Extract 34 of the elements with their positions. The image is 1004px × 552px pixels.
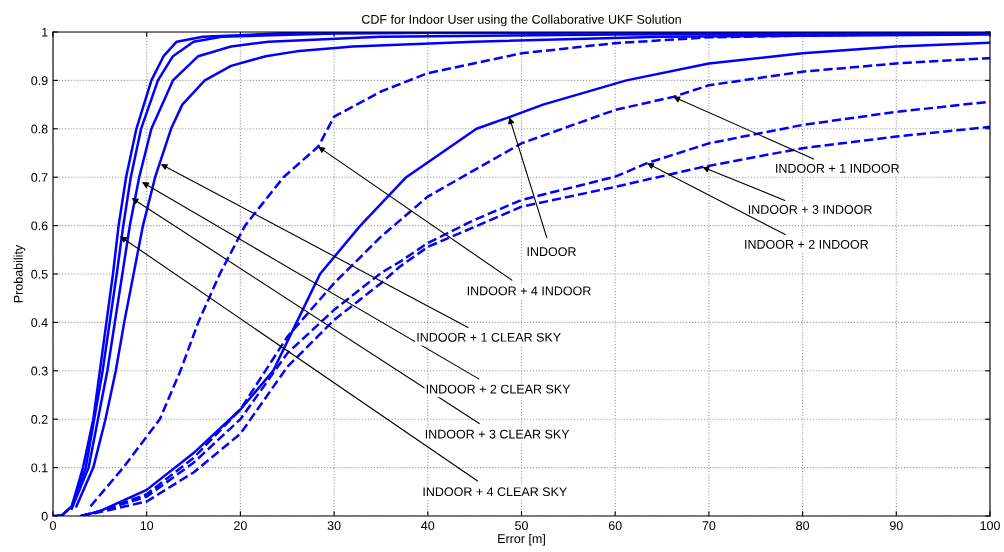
chart-title: CDF for Indoor User using the Collaborative UKF Solution — [362, 14, 681, 27]
y-tick-label: 0.2 — [31, 415, 48, 424]
annotation: INDOOR + 1 CLEAR SKY — [417, 332, 561, 342]
x-tick-label: 80 — [796, 521, 810, 531]
annotation: INDOOR + 1 INDOOR — [776, 163, 900, 173]
annotation: INDOOR — [527, 247, 576, 257]
y-tick-label: 0.5 — [31, 269, 48, 279]
y-tick-label: 0 — [41, 511, 48, 521]
y-tick-label: 0.8 — [31, 124, 48, 134]
annotation: INDOOR + 3 INDOOR — [748, 205, 872, 214]
y-tick-label: 1 — [42, 27, 48, 37]
y-axis-title: Probability — [13, 244, 26, 303]
x-tick-label: 30 — [327, 521, 341, 531]
x-tick-label: 40 — [421, 521, 435, 531]
y-tick-label: 0.4 — [31, 318, 48, 328]
y-tick-label: 0.9 — [31, 76, 48, 86]
x-tick-label: 60 — [608, 521, 622, 531]
x-axis-title: Error [m] — [498, 533, 545, 546]
x-tick-label: 10 — [140, 521, 154, 531]
y-tick-label: 0.1 — [31, 463, 48, 473]
y-tick-label: 0.7 — [31, 173, 48, 182]
annotation: INDOOR + 2 INDOOR — [745, 239, 869, 249]
annotation: INDOOR + 3 CLEAR SKY — [425, 429, 570, 439]
x-tick-label: 100 — [980, 521, 1000, 531]
annotation: INDOOR + 4 CLEAR SKY — [423, 487, 567, 497]
annotation: INDOOR + 4 INDOOR — [467, 286, 591, 296]
x-tick-label: 20 — [234, 521, 247, 531]
y-tick-label: 0.6 — [31, 221, 48, 231]
x-tick-label: 0 — [50, 521, 56, 531]
y-tick-label: 0.3 — [31, 366, 48, 376]
x-tick-label: 70 — [702, 521, 716, 531]
x-tick-label: 90 — [889, 521, 903, 531]
x-tick-label: 50 — [515, 521, 528, 531]
annotation: INDOOR + 2 CLEAR SKY — [426, 384, 571, 394]
